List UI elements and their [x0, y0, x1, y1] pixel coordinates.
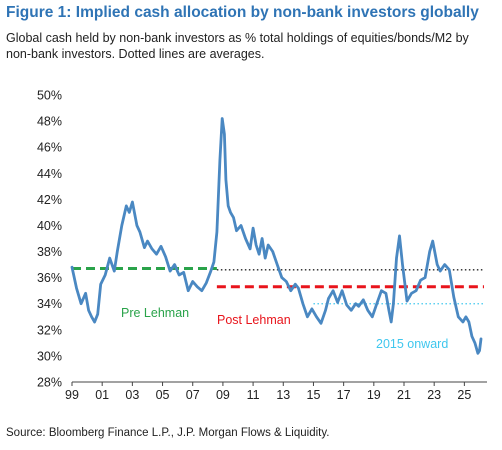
source-note: Source: Bloomberg Finance L.P., J.P. Mor… — [6, 427, 330, 439]
y-tick-label: 34% — [37, 297, 62, 311]
x-tick-label: 09 — [216, 388, 230, 402]
series-line — [70, 117, 483, 355]
average-lines — [72, 267, 484, 305]
x-tick-label: 05 — [156, 388, 170, 402]
annotation-2015-onward: 2015 onward — [376, 337, 448, 351]
y-tick-label: 38% — [37, 245, 62, 259]
y-tick-label: 42% — [37, 193, 62, 207]
x-tick-label: 03 — [125, 388, 139, 402]
y-tick-label: 48% — [37, 115, 62, 129]
y-tick-label: 50% — [37, 89, 62, 103]
x-tick-label: 13 — [276, 388, 290, 402]
x-tick-label: 25 — [457, 388, 471, 402]
x-tick-label: 17 — [337, 388, 351, 402]
x-tick-label: 23 — [427, 388, 441, 402]
x-axis-ticks: 99 01 03 05 07 09 11 13 15 17 19 21 23 25 — [65, 382, 471, 402]
y-tick-label: 44% — [37, 167, 62, 181]
y-tick-label: 46% — [37, 141, 62, 155]
y-tick-label: 36% — [37, 271, 62, 285]
annotation-post-lehman: Post Lehman — [217, 313, 291, 327]
annotation-pre-lehman: Pre Lehman — [121, 306, 189, 320]
y-axis-ticks: 50% 48% 46% 44% 42% 40% 38% 36% 34% 32% 30% 28% — [37, 89, 62, 390]
y-tick-label: 40% — [37, 219, 62, 233]
x-tick-label: 15 — [307, 388, 321, 402]
y-tick-label: 32% — [37, 323, 62, 337]
figure-subtitle: Global cash held by non-bank investors a… — [6, 31, 469, 61]
y-tick-label: 30% — [37, 349, 62, 363]
figure-title: Figure 1: Implied cash allocation by non… — [6, 4, 479, 21]
x-tick-label: 19 — [367, 388, 381, 402]
x-tick-label: 01 — [95, 388, 109, 402]
x-tick-label: 11 — [247, 388, 260, 402]
x-tick-label: 21 — [397, 388, 411, 402]
x-tick-label: 07 — [186, 388, 200, 402]
x-tick-label: 99 — [65, 388, 79, 402]
y-tick-label: 28% — [37, 376, 62, 390]
